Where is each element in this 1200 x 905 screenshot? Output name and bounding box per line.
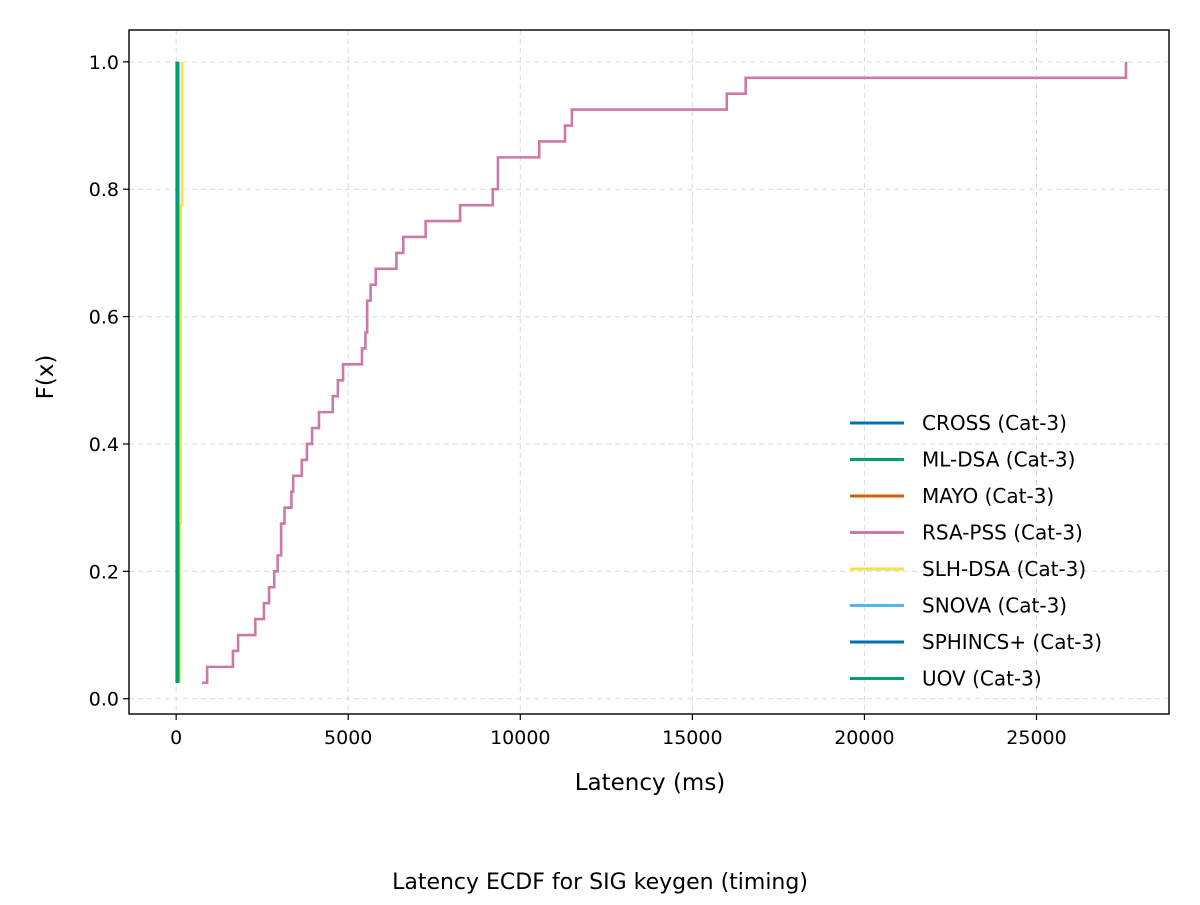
legend-label-cross-cat-3: CROSS (Cat-3) [922, 411, 1067, 435]
legend-label-rsa-pss-cat-3: RSA-PSS (Cat-3) [922, 521, 1083, 545]
series-line-slh-dsa-cat-3 [178, 61, 184, 683]
x-tick-label: 0 [170, 727, 182, 749]
x-tick-label: 5000 [324, 727, 372, 749]
y-tick-label: 1.0 [89, 52, 119, 74]
y-axis-label: F(x) [33, 355, 59, 400]
series-lines [175, 61, 1128, 685]
figure-caption: Latency ECDF for SIG keygen (timing) [392, 870, 808, 895]
legend-label-slh-dsa-cat-3: SLH-DSA (Cat-3) [922, 557, 1086, 581]
legend-label-snova-cat-3: SNOVA (Cat-3) [922, 594, 1067, 618]
legend-label-ml-dsa-cat-3: ML-DSA (Cat-3) [922, 448, 1075, 472]
y-tick-label: 0.4 [89, 434, 119, 456]
y-tick-label: 0.8 [89, 179, 119, 201]
y-tick-label: 0.0 [89, 689, 119, 711]
legend: CROSS (Cat-3) ML-DSA (Cat-3) MAYO (Cat-3) R… [850, 411, 1102, 691]
x-tick-label: 20000 [834, 727, 894, 749]
x-axis-label: Latency (ms) [575, 770, 726, 796]
x-tick-label: 25000 [1006, 727, 1066, 749]
series-line-rsa-pss-cat-3 [201, 61, 1128, 685]
y-axis-ticks: 0.0 0.2 0.4 0.6 0.8 1.0 [89, 52, 129, 711]
x-tick-label: 15000 [662, 727, 722, 749]
legend-label-mayo-cat-3: MAYO (Cat-3) [922, 484, 1054, 508]
y-tick-label: 0.2 [89, 561, 119, 583]
legend-label-sphincs-cat-3: SPHINCS+ (Cat-3) [922, 630, 1102, 654]
y-tick-label: 0.6 [89, 307, 119, 329]
x-axis-ticks: 0 5000 10000 15000 20000 25000 [170, 714, 1067, 749]
plot-frame [128, 29, 1170, 715]
x-tick-label: 10000 [490, 727, 550, 749]
legend-label-uov-cat-3: UOV (Cat-3) [922, 667, 1042, 691]
